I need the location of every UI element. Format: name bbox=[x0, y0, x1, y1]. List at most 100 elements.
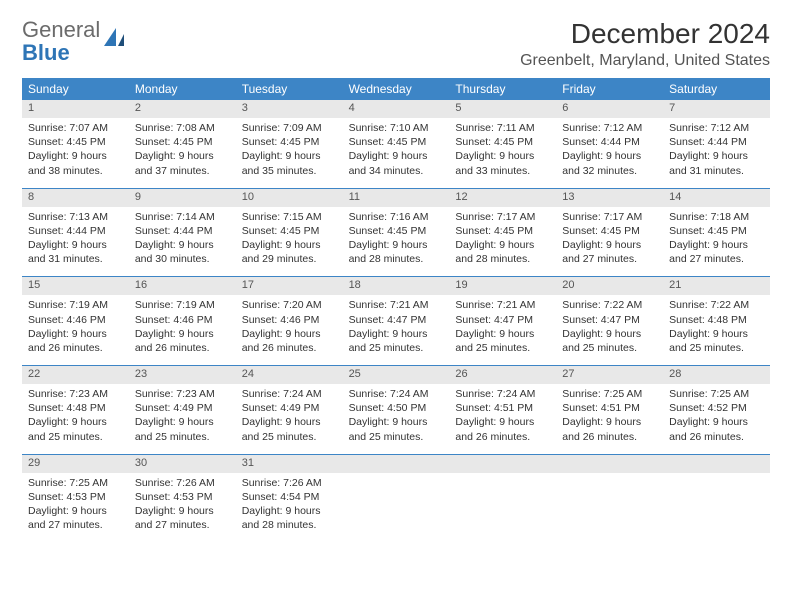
daylight-line: Daylight: 9 hours and 25 minutes. bbox=[242, 415, 337, 443]
sunrise-line: Sunrise: 7:25 AM bbox=[28, 476, 123, 490]
day-cell: Sunrise: 7:18 AMSunset: 4:45 PMDaylight:… bbox=[663, 207, 770, 277]
daylight-line: Daylight: 9 hours and 28 minutes. bbox=[349, 238, 444, 266]
daynum-cell: 26 bbox=[449, 366, 556, 384]
day-cell: Sunrise: 7:20 AMSunset: 4:46 PMDaylight:… bbox=[236, 295, 343, 365]
sunrise-line: Sunrise: 7:24 AM bbox=[349, 387, 444, 401]
day-cell: Sunrise: 7:10 AMSunset: 4:45 PMDaylight:… bbox=[343, 118, 450, 188]
day-cell: Sunrise: 7:24 AMSunset: 4:51 PMDaylight:… bbox=[449, 384, 556, 454]
location-subtitle: Greenbelt, Maryland, United States bbox=[520, 52, 770, 70]
sunset-line: Sunset: 4:46 PM bbox=[135, 313, 230, 327]
daynum-cell: 28 bbox=[663, 366, 770, 384]
week-block: 293031 Sunrise: 7:25 AMSunset: 4:53 PMDay… bbox=[22, 454, 770, 543]
daylight-line: Daylight: 9 hours and 27 minutes. bbox=[28, 504, 123, 532]
sunrise-line: Sunrise: 7:11 AM bbox=[455, 121, 550, 135]
daylight-line: Daylight: 9 hours and 25 minutes. bbox=[455, 327, 550, 355]
daylight-line: Daylight: 9 hours and 25 minutes. bbox=[135, 415, 230, 443]
daylight-line: Daylight: 9 hours and 38 minutes. bbox=[28, 149, 123, 177]
day-cell: Sunrise: 7:17 AMSunset: 4:45 PMDaylight:… bbox=[556, 207, 663, 277]
daynum-cell: 15 bbox=[22, 277, 129, 295]
sunrise-line: Sunrise: 7:12 AM bbox=[562, 121, 657, 135]
sunset-line: Sunset: 4:48 PM bbox=[669, 313, 764, 327]
day-cell bbox=[343, 473, 450, 543]
daynum-cell bbox=[663, 455, 770, 473]
day-cell: Sunrise: 7:19 AMSunset: 4:46 PMDaylight:… bbox=[22, 295, 129, 365]
data-row: Sunrise: 7:23 AMSunset: 4:48 PMDaylight:… bbox=[22, 384, 770, 454]
sunrise-line: Sunrise: 7:16 AM bbox=[349, 210, 444, 224]
sunrise-line: Sunrise: 7:24 AM bbox=[455, 387, 550, 401]
daylight-line: Daylight: 9 hours and 31 minutes. bbox=[669, 149, 764, 177]
logo: General Blue bbox=[22, 18, 128, 64]
day-cell: Sunrise: 7:12 AMSunset: 4:44 PMDaylight:… bbox=[663, 118, 770, 188]
page-title: December 2024 bbox=[520, 18, 770, 50]
daylight-line: Daylight: 9 hours and 34 minutes. bbox=[349, 149, 444, 177]
day-cell bbox=[556, 473, 663, 543]
daylight-line: Daylight: 9 hours and 29 minutes. bbox=[242, 238, 337, 266]
daylight-line: Daylight: 9 hours and 28 minutes. bbox=[455, 238, 550, 266]
daynum-cell: 2 bbox=[129, 100, 236, 118]
sunrise-line: Sunrise: 7:24 AM bbox=[242, 387, 337, 401]
daynum-cell: 22 bbox=[22, 366, 129, 384]
sunset-line: Sunset: 4:47 PM bbox=[455, 313, 550, 327]
daynum-row: 293031 bbox=[22, 455, 770, 473]
daylight-line: Daylight: 9 hours and 35 minutes. bbox=[242, 149, 337, 177]
daynum-cell: 31 bbox=[236, 455, 343, 473]
day-cell: Sunrise: 7:21 AMSunset: 4:47 PMDaylight:… bbox=[449, 295, 556, 365]
data-row: Sunrise: 7:19 AMSunset: 4:46 PMDaylight:… bbox=[22, 295, 770, 365]
daylight-line: Daylight: 9 hours and 27 minutes. bbox=[562, 238, 657, 266]
title-block: December 2024 Greenbelt, Maryland, Unite… bbox=[520, 18, 770, 70]
daynum-row: 22232425262728 bbox=[22, 366, 770, 384]
header: General Blue December 2024 Greenbelt, Ma… bbox=[22, 18, 770, 70]
daynum-cell: 8 bbox=[22, 189, 129, 207]
daynum-cell: 4 bbox=[343, 100, 450, 118]
sunrise-line: Sunrise: 7:18 AM bbox=[669, 210, 764, 224]
daylight-line: Daylight: 9 hours and 31 minutes. bbox=[28, 238, 123, 266]
dow-cell: Friday bbox=[556, 78, 663, 100]
daynum-cell: 23 bbox=[129, 366, 236, 384]
day-cell: Sunrise: 7:23 AMSunset: 4:49 PMDaylight:… bbox=[129, 384, 236, 454]
sunset-line: Sunset: 4:53 PM bbox=[28, 490, 123, 504]
sunset-line: Sunset: 4:49 PM bbox=[135, 401, 230, 415]
daynum-cell: 11 bbox=[343, 189, 450, 207]
daylight-line: Daylight: 9 hours and 32 minutes. bbox=[562, 149, 657, 177]
sunrise-line: Sunrise: 7:14 AM bbox=[135, 210, 230, 224]
sunrise-line: Sunrise: 7:22 AM bbox=[669, 298, 764, 312]
logo-sail-icon bbox=[100, 26, 128, 56]
sunset-line: Sunset: 4:44 PM bbox=[669, 135, 764, 149]
sunset-line: Sunset: 4:45 PM bbox=[455, 224, 550, 238]
sunrise-line: Sunrise: 7:25 AM bbox=[669, 387, 764, 401]
day-of-week-header: SundayMondayTuesdayWednesdayThursdayFrid… bbox=[22, 78, 770, 100]
daynum-cell: 30 bbox=[129, 455, 236, 473]
sunrise-line: Sunrise: 7:22 AM bbox=[562, 298, 657, 312]
daynum-cell: 9 bbox=[129, 189, 236, 207]
sunset-line: Sunset: 4:47 PM bbox=[349, 313, 444, 327]
sunset-line: Sunset: 4:46 PM bbox=[242, 313, 337, 327]
week-block: 22232425262728Sunrise: 7:23 AMSunset: 4:… bbox=[22, 365, 770, 454]
day-cell: Sunrise: 7:12 AMSunset: 4:44 PMDaylight:… bbox=[556, 118, 663, 188]
daylight-line: Daylight: 9 hours and 26 minutes. bbox=[135, 327, 230, 355]
day-cell: Sunrise: 7:26 AMSunset: 4:54 PMDaylight:… bbox=[236, 473, 343, 543]
day-cell: Sunrise: 7:22 AMSunset: 4:47 PMDaylight:… bbox=[556, 295, 663, 365]
sunset-line: Sunset: 4:45 PM bbox=[669, 224, 764, 238]
daylight-line: Daylight: 9 hours and 26 minutes. bbox=[562, 415, 657, 443]
sunrise-line: Sunrise: 7:09 AM bbox=[242, 121, 337, 135]
day-cell: Sunrise: 7:09 AMSunset: 4:45 PMDaylight:… bbox=[236, 118, 343, 188]
daylight-line: Daylight: 9 hours and 26 minutes. bbox=[455, 415, 550, 443]
day-cell: Sunrise: 7:22 AMSunset: 4:48 PMDaylight:… bbox=[663, 295, 770, 365]
calendar: SundayMondayTuesdayWednesdayThursdayFrid… bbox=[22, 78, 770, 542]
data-row: Sunrise: 7:13 AMSunset: 4:44 PMDaylight:… bbox=[22, 207, 770, 277]
sunset-line: Sunset: 4:45 PM bbox=[242, 135, 337, 149]
sunset-line: Sunset: 4:45 PM bbox=[562, 224, 657, 238]
sunset-line: Sunset: 4:51 PM bbox=[562, 401, 657, 415]
day-cell: Sunrise: 7:14 AMSunset: 4:44 PMDaylight:… bbox=[129, 207, 236, 277]
sunrise-line: Sunrise: 7:23 AM bbox=[135, 387, 230, 401]
daylight-line: Daylight: 9 hours and 26 minutes. bbox=[242, 327, 337, 355]
day-cell: Sunrise: 7:17 AMSunset: 4:45 PMDaylight:… bbox=[449, 207, 556, 277]
daynum-cell: 13 bbox=[556, 189, 663, 207]
daynum-cell: 25 bbox=[343, 366, 450, 384]
sunset-line: Sunset: 4:51 PM bbox=[455, 401, 550, 415]
sunrise-line: Sunrise: 7:20 AM bbox=[242, 298, 337, 312]
daylight-line: Daylight: 9 hours and 25 minutes. bbox=[562, 327, 657, 355]
sunset-line: Sunset: 4:45 PM bbox=[242, 224, 337, 238]
day-cell: Sunrise: 7:16 AMSunset: 4:45 PMDaylight:… bbox=[343, 207, 450, 277]
sunset-line: Sunset: 4:44 PM bbox=[135, 224, 230, 238]
